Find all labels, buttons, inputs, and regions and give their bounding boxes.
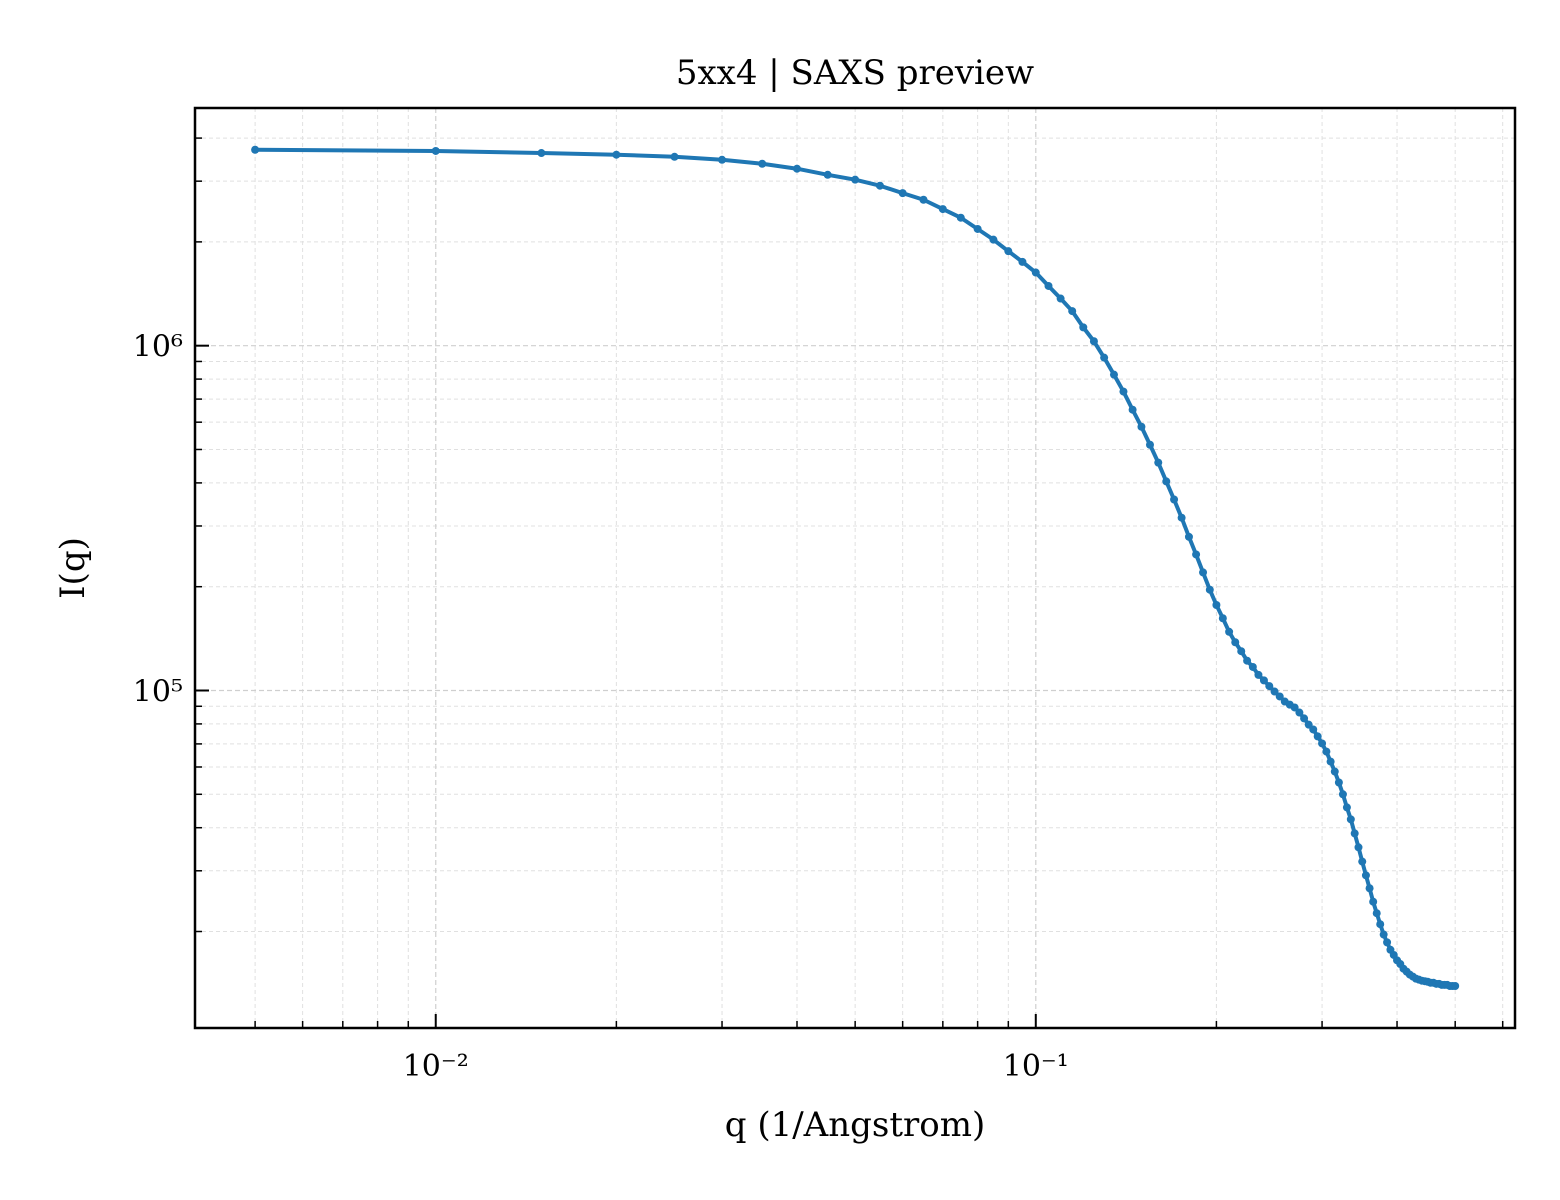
data-point — [851, 175, 860, 184]
data-point — [1199, 568, 1208, 577]
data-point — [1346, 815, 1355, 824]
plot-frame — [193, 106, 1517, 1030]
data-point — [612, 150, 621, 159]
data-point — [1300, 714, 1309, 723]
data-point — [823, 170, 832, 179]
data-point — [431, 146, 440, 155]
data-point — [1031, 268, 1040, 277]
data-point — [1358, 857, 1367, 866]
data-point — [1154, 458, 1163, 467]
data-point — [1451, 981, 1460, 990]
data-point — [1270, 687, 1279, 696]
data-point — [1318, 739, 1327, 748]
y-tick-label: 10⁶ — [133, 330, 183, 365]
data-point — [1350, 829, 1359, 838]
data-point — [1018, 257, 1027, 266]
data-point — [1089, 337, 1098, 346]
x-tick-label: 10⁻¹ — [1003, 1049, 1069, 1084]
data-point — [875, 181, 884, 190]
data-point — [1212, 600, 1221, 609]
data-point — [1376, 920, 1385, 929]
data-point — [1290, 703, 1299, 712]
data-point — [1192, 550, 1201, 559]
data-point — [1330, 767, 1339, 776]
data-point — [1372, 909, 1381, 918]
data-point — [792, 164, 801, 173]
data-point — [1326, 757, 1335, 766]
data-point — [718, 155, 727, 164]
data-point — [938, 205, 947, 214]
data-point — [1275, 692, 1284, 701]
data-point — [1177, 513, 1186, 522]
data-point — [1309, 725, 1318, 734]
data-point — [1145, 440, 1154, 449]
data-point — [1237, 647, 1246, 656]
y-axis-label: I(q) — [53, 537, 93, 599]
data-point — [1369, 897, 1378, 906]
data-point — [251, 145, 260, 154]
data-point — [1128, 405, 1137, 414]
data-point — [1354, 843, 1363, 852]
data-point — [1365, 884, 1374, 893]
data-point — [989, 235, 998, 244]
data-point — [1056, 294, 1065, 303]
data-point — [973, 224, 982, 233]
data-point — [956, 213, 965, 222]
data-point — [1079, 323, 1088, 332]
data-point — [1338, 790, 1347, 799]
data-point — [1162, 477, 1171, 486]
data-point — [1243, 656, 1252, 665]
chart-title: 5xx4 | SAXS preview — [676, 53, 1034, 93]
data-point — [1334, 778, 1343, 787]
x-axis-label: q (1/Angstrom) — [725, 1105, 985, 1145]
data-point — [670, 152, 679, 161]
data-point — [1184, 532, 1193, 541]
data-point — [1248, 662, 1257, 671]
data-point — [1383, 938, 1392, 947]
data-point — [1100, 353, 1109, 362]
data-point — [1218, 614, 1227, 623]
data-point — [1044, 281, 1053, 290]
data-point — [919, 195, 928, 204]
data-point — [1004, 247, 1013, 256]
x-tick-label: 10⁻² — [403, 1049, 469, 1084]
data-point — [537, 149, 546, 158]
data-point — [1313, 732, 1322, 741]
data-point — [1137, 422, 1146, 431]
data-point — [1322, 747, 1331, 756]
data-point — [1342, 803, 1351, 812]
data-point — [898, 189, 907, 198]
data-point — [1225, 627, 1234, 636]
data-point — [758, 159, 767, 168]
data-point — [1119, 387, 1128, 396]
y-tick-label: 10⁵ — [133, 674, 183, 709]
data-point — [1259, 676, 1268, 685]
data-point — [1170, 495, 1179, 504]
data-point — [1109, 370, 1118, 379]
data-point — [1068, 307, 1077, 316]
data-point — [1295, 708, 1304, 717]
data-point — [1379, 930, 1388, 939]
data-point — [1265, 682, 1274, 691]
data-point — [1254, 670, 1263, 679]
data-point — [1361, 871, 1370, 880]
data-point — [1231, 638, 1240, 647]
data-point — [1205, 585, 1214, 594]
